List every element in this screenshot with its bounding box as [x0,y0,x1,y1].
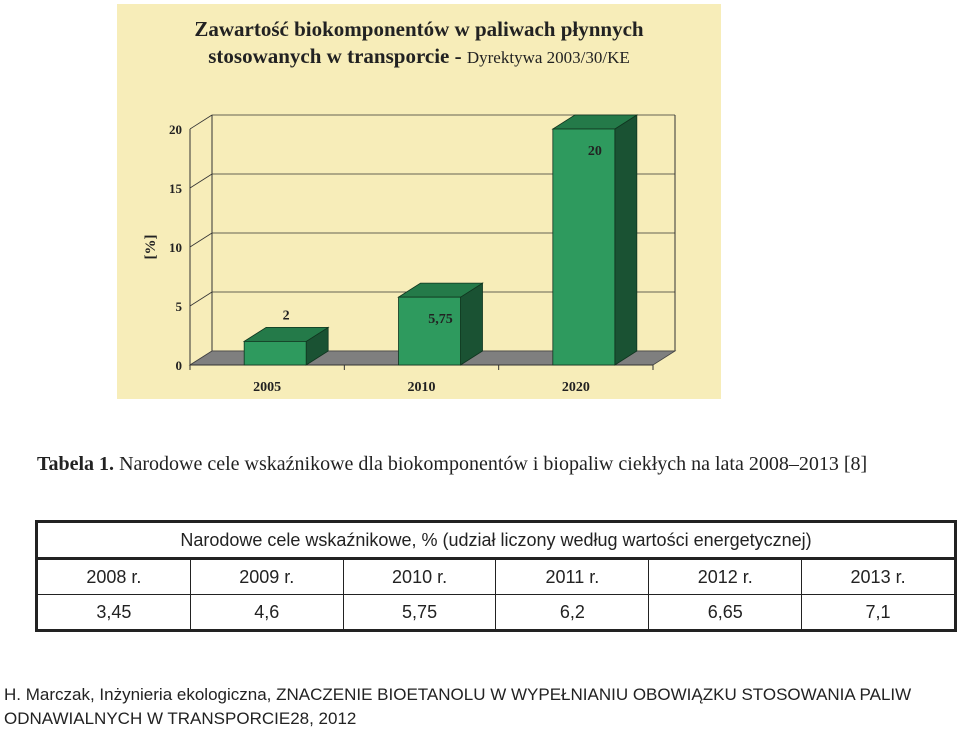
chart-title-line1: Zawartość biokomponentów w paliwach płyn… [194,17,644,41]
y-tick-label: 10 [169,240,182,255]
table-caption-text: Narodowe cele wskaźnikowe dla biokompone… [119,453,868,475]
x-tick-label: 2010 [408,380,436,395]
gridline-depth [189,114,213,130]
chart-title-line2-text: stosowanych w transporcie - [208,44,462,68]
targets-table: Narodowe cele wskaźnikowe, % (udział lic… [35,520,957,632]
gridline-depth [189,173,213,189]
table-cell-year: 2010 r. [344,560,497,594]
table-cell-year: 2012 r. [649,560,803,594]
table-cell-year: 2013 r. [850,566,906,587]
chart-subtitle: Dyrektywa 2003/30/KE [466,48,630,67]
chart-panel: Zawartość biokomponentów w paliwach płyn… [117,4,721,399]
table-cell-year: 2009 r. [191,560,344,594]
y-axis-label: [%] [143,235,159,260]
table-cell-year: 2011 r. [496,560,650,594]
gridline-depth [189,232,213,248]
x-tick-label: 2005 [253,380,281,395]
table-label: Tabela 1. [37,453,115,475]
gridline-depth [189,291,213,307]
table-caption: Tabela 1. Narodowe cele wskaźnikowe dla … [37,450,957,479]
table-cell-year: 2008 r. [38,560,191,594]
bar-side [614,114,638,366]
data-label: 2 [283,308,290,323]
y-tick-label: 5 [176,299,183,314]
table-cell-value: 7,1 [865,602,891,622]
bar [243,340,307,366]
table-cell-value: 6,65 [649,595,803,630]
table-row-values: 3,45 4,6 5,75 6,2 6,65 7,1 [38,595,954,630]
citation: H. Marczak, Inżynieria ekologiczna, ZNAC… [4,685,912,728]
x-tick-label: 2020 [562,380,590,395]
table-row-years: 2008 r. 2009 r. 2010 r. 2011 r. 2012 r. 2013 … [38,560,954,595]
table-cell-value: 5,75 [344,595,497,630]
data-label: 20 [588,144,602,159]
data-label: 5,75 [428,312,453,327]
bar [398,296,461,366]
table-header: Narodowe cele wskaźnikowe, % (udział lic… [38,523,954,560]
chart-title-line2: stosowanych w transporcie - Dyrektywa 20… [117,43,721,71]
table-cell-value: 6,2 [496,595,650,630]
table-cell-value: 3,45 [38,595,191,630]
table-cell-value: 4,6 [191,595,344,630]
bar [552,128,616,366]
y-tick-label: 20 [169,122,182,137]
y-tick-label: 15 [169,181,183,196]
y-tick-label: 0 [176,358,183,373]
chart-title: Zawartość biokomponentów w paliwach płyn… [117,16,721,71]
